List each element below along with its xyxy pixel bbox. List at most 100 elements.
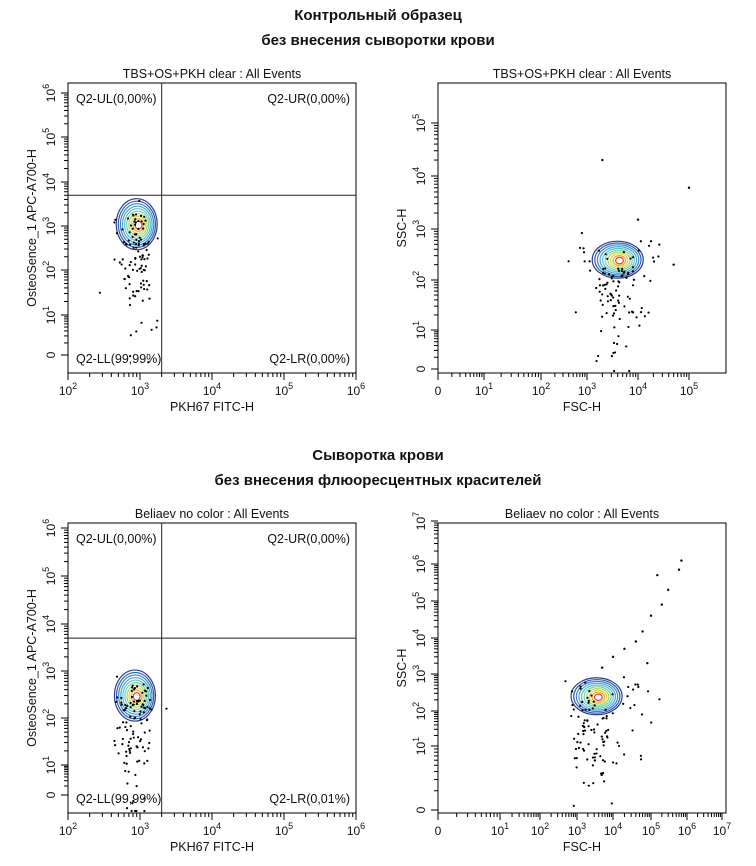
event-dot [601,738,604,741]
quadrant-lr-label: Q2-LR(0,00%) [269,352,350,366]
event-dot [135,785,138,788]
event-dot [613,351,617,354]
event-dot [618,317,621,321]
event-dot [572,804,575,807]
event-dot [98,291,102,294]
event-dot [135,238,138,241]
plot-title: TBS+OS+PKH clear : All Events [493,67,672,81]
event-dot [564,680,567,683]
event-dot [142,283,145,286]
event-dot [615,342,619,346]
event-dot [612,305,615,308]
event-dot [129,715,132,718]
event-dot [584,681,587,684]
y-tick-label: 0 [414,806,428,813]
x-axis-label: FSC-H [563,840,601,854]
event-dot [599,299,602,302]
population-contour [609,253,629,268]
event-dot [603,283,606,286]
event-dot [647,311,650,314]
event-dot [632,256,635,259]
event-dot [616,285,620,288]
event-dot [128,747,131,751]
event-dot [139,740,142,743]
event-dot [127,770,130,773]
event-dot [143,258,146,261]
event-dot [140,286,143,289]
event-dot [121,258,124,261]
event-dot [121,228,124,231]
event-dot [601,772,605,775]
event-dot [132,730,135,733]
event-dot [124,703,127,707]
x-tick-label: 105 [275,381,293,398]
population-contour [132,691,141,701]
population-contour [122,679,150,713]
event-dot [138,759,141,762]
event-dot [131,732,135,736]
event-dot [132,241,135,244]
x-tick-label: 101 [475,381,493,398]
event-dot [636,218,640,221]
x-tick-label: 106 [678,821,696,838]
event-dot [643,274,646,278]
event-dot [141,746,145,749]
quadrant-ul-label: Q2-UL(0,00%) [76,92,157,106]
event-dot [646,690,650,693]
event-dot [134,242,138,246]
event-dot [142,244,145,247]
event-dot [603,731,607,734]
event-dot [138,199,141,203]
y-tick-label: 106 [41,519,58,537]
event-dot [606,300,610,303]
event-dot [575,757,578,760]
x-tick-label: 103 [131,381,149,398]
event-dot [125,243,128,246]
section2-title: Сыворотка крови [312,447,444,464]
event-dot [134,213,138,216]
event-dot [640,713,644,716]
event-dot [126,217,130,220]
x-tick-label: 103 [568,821,586,838]
event-dot [610,802,613,805]
event-dot [133,220,136,223]
event-dot [612,274,615,278]
event-dot [131,801,134,805]
event-dot [629,706,632,710]
event-dot [142,683,145,686]
event-dot [129,354,132,358]
event-dot [588,708,591,711]
y-tick-label: 0 [414,365,428,372]
event-dot [571,703,574,707]
event-dot [584,708,587,711]
event-dot [148,297,151,300]
event-dot [590,728,593,732]
event-dot [130,695,134,699]
event-dot [641,630,644,633]
population-contour [596,244,640,276]
event-dot [652,260,656,263]
event-dot [635,316,638,319]
event-dot [601,158,604,162]
event-dot [126,782,129,785]
event-dot [129,260,132,264]
y-tick-label: 104 [411,167,428,185]
event-dot [600,666,604,669]
event-dots [98,199,159,364]
event-dot [581,708,584,712]
event-dot [643,315,646,318]
event-dot [601,717,604,720]
x-tick-label: 104 [203,821,221,838]
y-axis-label: OsteoSence_1 APC-A700-H [25,149,39,307]
event-dot [627,325,630,329]
event-dot [631,284,635,287]
event-dot [128,297,131,300]
event-dot [132,294,135,297]
event-dot [637,685,640,689]
event-dot [121,743,124,746]
event-dot [597,354,600,358]
event-dot [592,728,596,731]
event-dot [116,696,119,699]
event-dot [137,290,140,293]
